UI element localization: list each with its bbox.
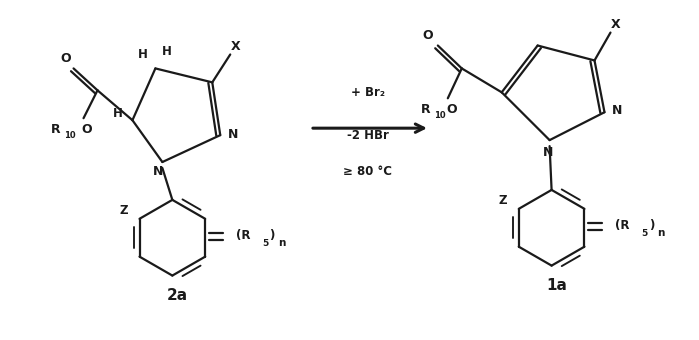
Text: O: O	[447, 103, 457, 116]
Text: ): )	[269, 229, 275, 242]
Text: N: N	[542, 146, 553, 158]
Text: X: X	[231, 40, 240, 53]
Text: 10: 10	[434, 111, 446, 120]
Text: N: N	[612, 104, 623, 117]
Text: ): )	[649, 219, 654, 232]
Text: 10: 10	[64, 131, 75, 140]
Text: Z: Z	[120, 204, 128, 217]
Text: 5: 5	[641, 229, 647, 238]
Text: O: O	[422, 29, 433, 42]
Text: O: O	[81, 123, 92, 136]
Text: -2 HBr: -2 HBr	[347, 129, 389, 142]
Text: 1a: 1a	[546, 278, 567, 293]
Text: N: N	[153, 166, 164, 178]
Text: (R: (R	[236, 229, 250, 242]
Text: Z: Z	[498, 194, 507, 207]
Text: H: H	[161, 45, 171, 58]
Text: n: n	[658, 228, 665, 238]
Text: N: N	[228, 128, 238, 141]
Text: H: H	[138, 48, 147, 61]
Text: n: n	[278, 238, 286, 248]
Text: 5: 5	[262, 239, 268, 248]
Text: ≥ 80 °C: ≥ 80 °C	[343, 166, 392, 178]
Text: R: R	[421, 103, 431, 116]
Text: + Br₂: + Br₂	[351, 86, 385, 99]
Text: O: O	[60, 52, 71, 65]
Text: (R: (R	[615, 219, 630, 232]
Text: 2a: 2a	[167, 288, 188, 303]
Text: H: H	[113, 107, 122, 120]
Text: X: X	[611, 18, 620, 31]
Text: R: R	[51, 123, 60, 136]
